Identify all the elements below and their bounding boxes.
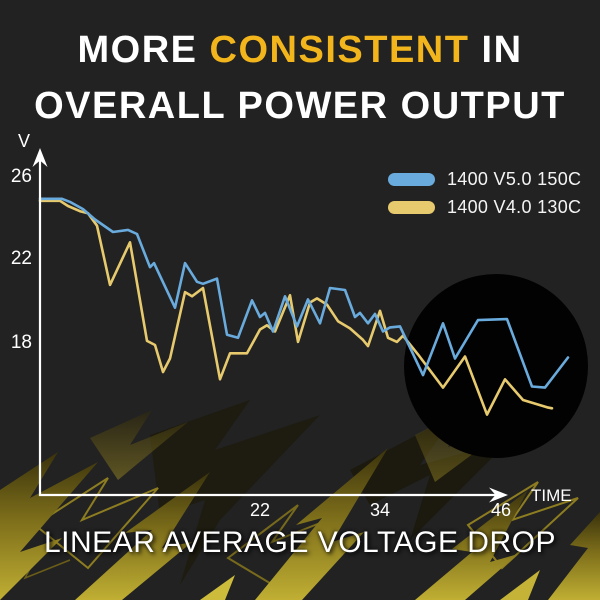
lightning-bolt [0, 452, 98, 600]
x-tick-34: 34 [369, 500, 391, 520]
voltage-line-v5 [38, 197, 570, 389]
y-tick-18: 18 [10, 332, 32, 353]
title-highlight: CONSISTENT [209, 29, 470, 71]
legend-item-v4: 1400 V4.0 130C [388, 193, 581, 221]
lightning-bolt [415, 490, 528, 600]
lightning-pattern [0, 400, 600, 600]
lightning-accent [200, 575, 235, 600]
legend-label: 1400 V5.0 150C [447, 168, 582, 189]
y-tick-22: 22 [10, 248, 32, 269]
title-line-1: MORE CONSISTENT IN [0, 22, 600, 78]
lightning-bolt [548, 512, 600, 600]
title-line-2: OVERALL POWER OUTPUT [34, 85, 566, 127]
title-text: MORE [77, 29, 210, 71]
x-axis-label: TIME [531, 486, 572, 505]
lightning-bolt [255, 448, 388, 600]
x-tick-22: 22 [249, 500, 271, 520]
ghost-bolt [150, 400, 320, 585]
legend-label: 1400 V4.0 130C [447, 196, 582, 217]
lightning-accent [500, 570, 540, 600]
ghost-bolt [350, 415, 510, 540]
voltage-line-v4 [38, 199, 554, 416]
lightning-bolt [90, 410, 188, 480]
outline-bolt [33, 477, 159, 570]
legend-item-v5: 1400 V5.0 150C [388, 165, 581, 193]
legend-swatch-yellow [388, 200, 435, 214]
x-axis-arrow-icon [489, 487, 508, 503]
y-axis-label: V [18, 131, 31, 151]
lightning-bolt [75, 472, 210, 600]
x-tick-46: 46 [490, 500, 512, 520]
title-text: IN [469, 29, 523, 71]
legend-swatch-blue [388, 172, 435, 186]
spotlight-circle [404, 274, 588, 458]
y-axis-arrow-icon [32, 148, 48, 167]
y-tick-26: 26 [10, 166, 32, 187]
chart-legend: 1400 V5.0 150C 1400 V4.0 130C [388, 165, 581, 221]
page-title: MORE CONSISTENT IN OVERALL POWER OUTPUT [0, 22, 600, 134]
chart-caption: LINEAR AVERAGE VOLTAGE DROP [44, 526, 556, 559]
